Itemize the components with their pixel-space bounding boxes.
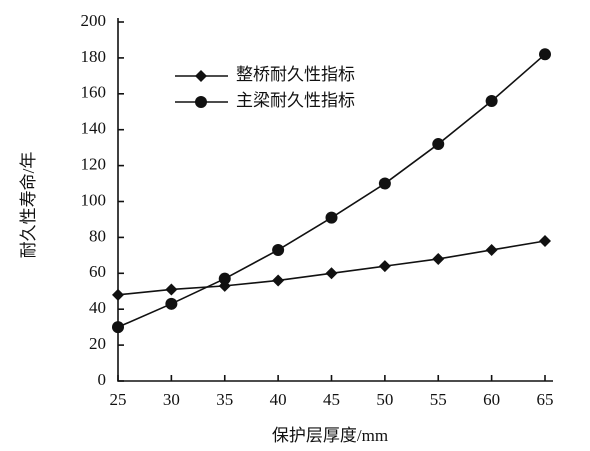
marker <box>539 234 551 247</box>
y-tick-label: 60 <box>89 262 106 281</box>
x-tick-label: 35 <box>216 390 233 409</box>
legend-label: 整桥耐久性指标 <box>236 65 355 84</box>
x-axis-label: 保护层厚度/mm <box>272 426 388 445</box>
marker <box>218 272 231 285</box>
y-tick-label: 0 <box>98 370 107 389</box>
x-tick-label: 65 <box>537 390 554 409</box>
legend-label: 主梁耐久性指标 <box>236 91 355 110</box>
marker <box>165 297 178 310</box>
y-tick-label: 140 <box>81 119 107 138</box>
x-tick-label: 45 <box>323 390 340 409</box>
x-tick-label: 60 <box>483 390 500 409</box>
marker <box>272 274 285 287</box>
y-tick-label: 200 <box>81 11 107 30</box>
marker <box>112 321 124 334</box>
x-tick-label: 40 <box>270 390 287 409</box>
marker <box>195 96 207 108</box>
y-tick-label: 120 <box>81 155 107 174</box>
marker <box>485 243 498 256</box>
marker <box>195 70 207 82</box>
marker <box>165 283 178 296</box>
marker <box>432 138 445 151</box>
marker <box>325 211 338 224</box>
marker <box>485 94 498 107</box>
x-tick-label: 30 <box>163 390 180 409</box>
y-tick-label: 180 <box>81 47 107 66</box>
marker <box>378 260 391 273</box>
y-tick-label: 80 <box>89 226 106 245</box>
x-tick-label: 25 <box>110 390 127 409</box>
y-tick-label: 100 <box>81 190 107 209</box>
marker <box>325 267 338 280</box>
marker <box>432 252 445 265</box>
marker <box>112 288 124 301</box>
y-tick-label: 160 <box>81 83 107 102</box>
y-axis-label: 耐久性寿命/年 <box>19 152 38 259</box>
marker <box>272 243 285 256</box>
x-tick-label: 50 <box>376 390 393 409</box>
y-tick-label: 40 <box>89 298 106 317</box>
y-tick-label: 20 <box>89 334 106 353</box>
marker <box>539 48 551 61</box>
x-tick-label: 55 <box>430 390 447 409</box>
marker <box>378 177 391 190</box>
